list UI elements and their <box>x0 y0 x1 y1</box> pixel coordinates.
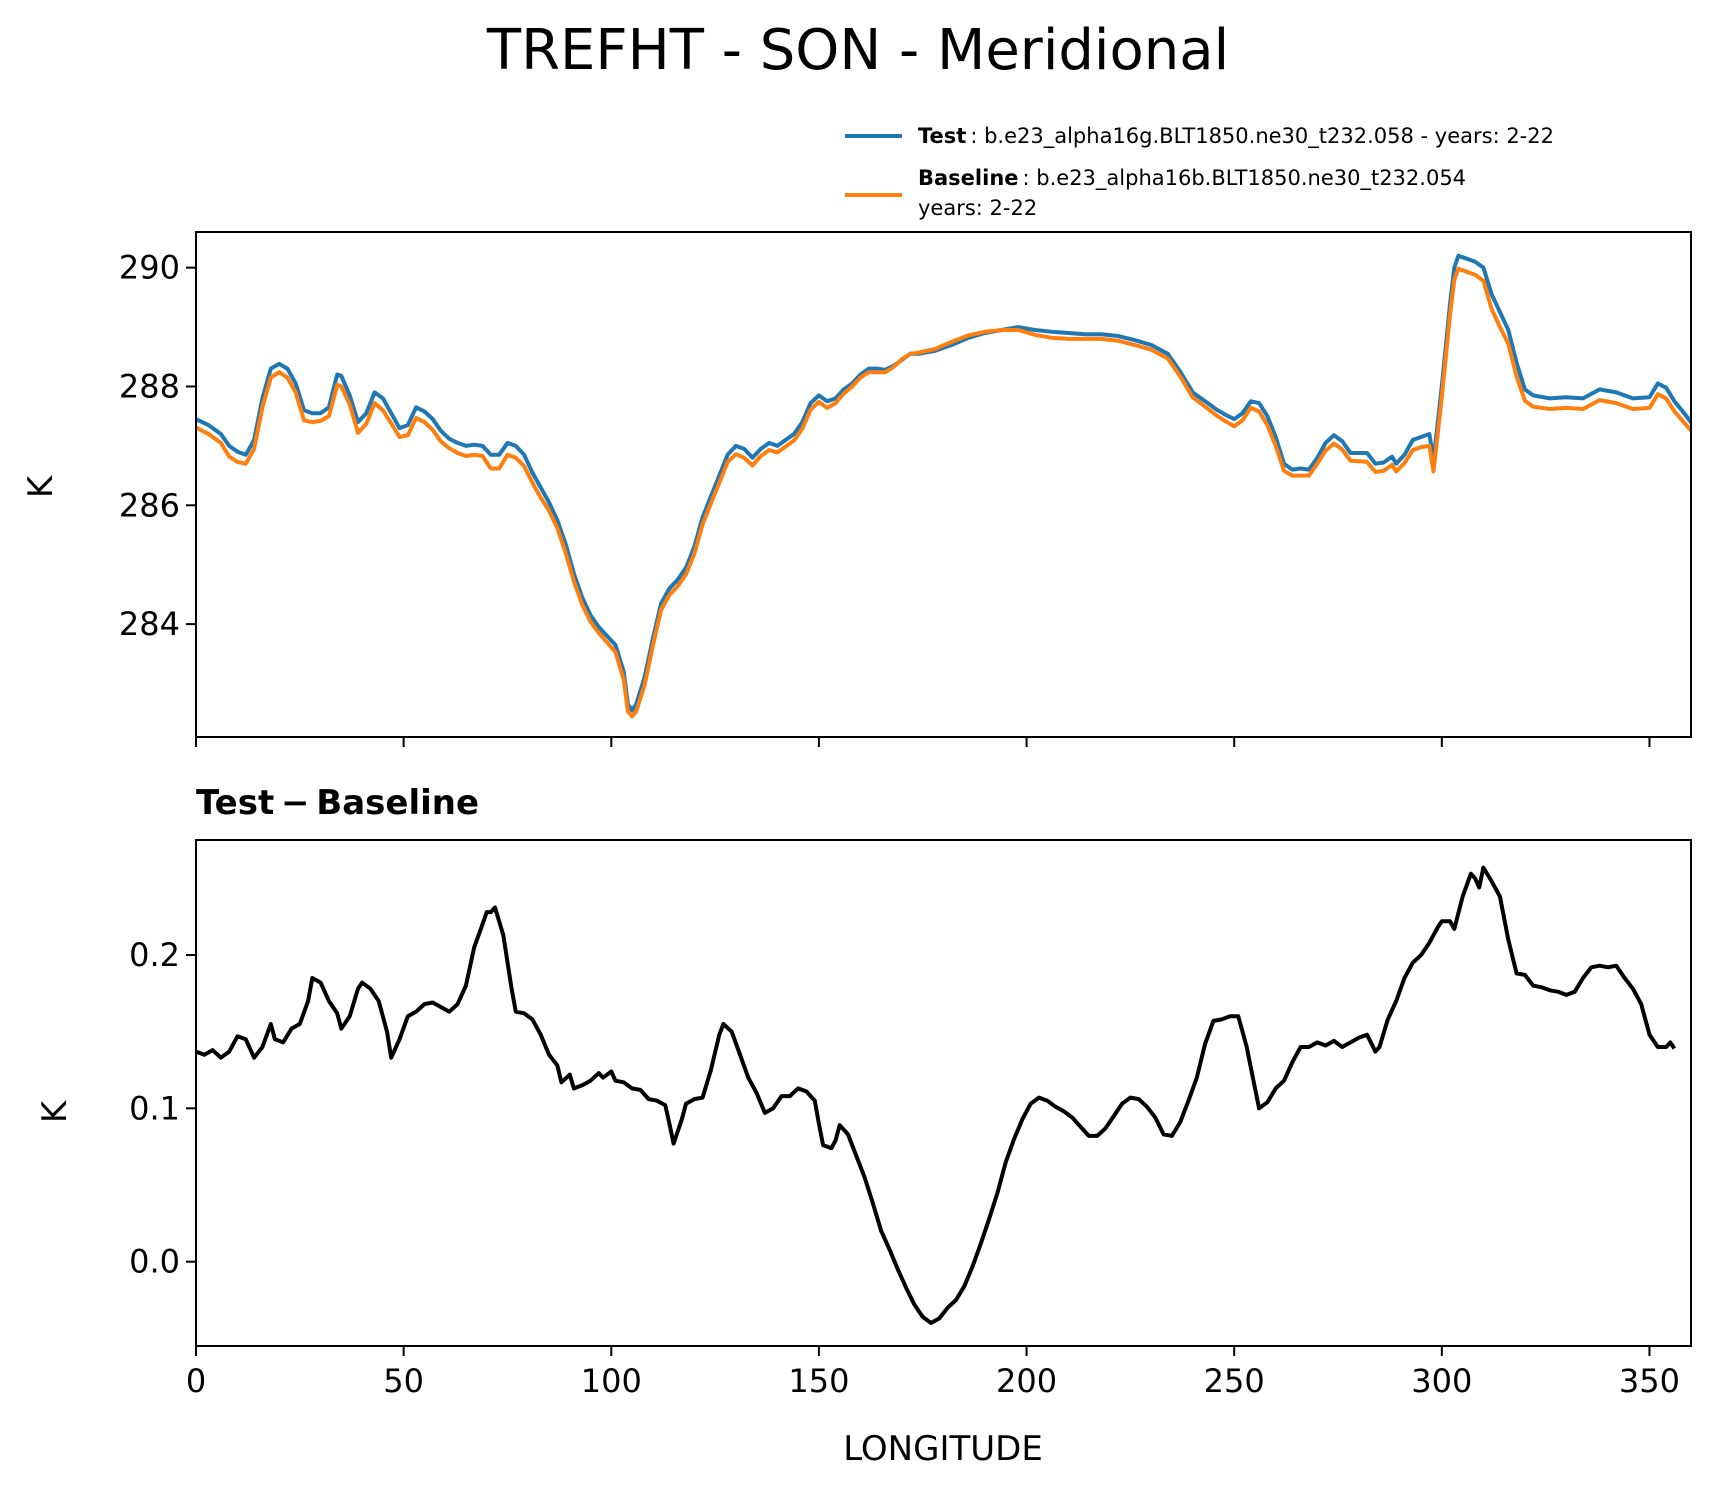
y-tick-label: 0.0 <box>129 1243 180 1281</box>
legend-baseline-desc: : b.e23_alpha16b.BLT1850.ne30_t232.054 <box>1023 166 1467 191</box>
series-line-test <box>196 253 1691 713</box>
page-title: TREFHT - SON - Meridional <box>486 18 1230 83</box>
legend-test-name: Test <box>918 124 966 148</box>
series-line-test-baseline <box>196 865 1677 1325</box>
y-tick-label: 0.2 <box>129 936 180 974</box>
legend-test-entry: Test: b.e23_alpha16g.BLT1850.ne30_t232.0… <box>918 124 1554 149</box>
y-tick-label: 290 <box>119 249 180 287</box>
y-tick-label: 288 <box>119 367 180 405</box>
top-panel: 284 286 288 290 K <box>21 231 1692 747</box>
bottom-panel-frame <box>195 839 1692 1347</box>
x-tick-label: 0 <box>186 1362 206 1400</box>
legend-baseline-desc2: years: 2-22 <box>918 196 1037 220</box>
y-axis-label: K <box>35 1099 75 1123</box>
legend-baseline-entry: Baseline: b.e23_alpha16b.BLT1850.ne30_t2… <box>918 166 1466 191</box>
y-tick-label: 284 <box>119 605 180 643</box>
y-axis-label: K <box>21 474 61 498</box>
legend: Test: b.e23_alpha16g.BLT1850.ne30_t232.0… <box>845 124 1554 220</box>
x-tick-label: 150 <box>788 1362 849 1400</box>
bottom-panel-plot: 0 50 100 150 200 250 300 350 0.0 0.1 0.2 K <box>35 865 1680 1400</box>
bottom-panel-title: Test − Baseline <box>196 783 479 823</box>
x-tick-label: 50 <box>383 1362 424 1400</box>
x-axis-label: LONGITUDE <box>843 1429 1043 1469</box>
x-tick-label: 300 <box>1411 1362 1472 1400</box>
x-tick-label: 200 <box>996 1362 1057 1400</box>
y-tick-label: 286 <box>119 486 180 524</box>
x-tick-label: 100 <box>581 1362 642 1400</box>
x-tick-label: 250 <box>1204 1362 1265 1400</box>
bottom-panel: Test − Baseline 0 50 100 150 200 250 300 350 0.0… <box>35 783 1692 1469</box>
top-panel-plot: 284 286 288 290 K <box>21 249 1691 747</box>
top-panel-frame <box>195 231 1692 738</box>
y-tick-label: 0.1 <box>129 1089 180 1127</box>
legend-test-desc: : b.e23_alpha16g.BLT1850.ne30_t232.058 -… <box>970 124 1554 149</box>
series-line-baseline <box>196 266 1691 719</box>
x-tick-label: 350 <box>1619 1362 1680 1400</box>
legend-baseline-name: Baseline <box>918 166 1019 190</box>
